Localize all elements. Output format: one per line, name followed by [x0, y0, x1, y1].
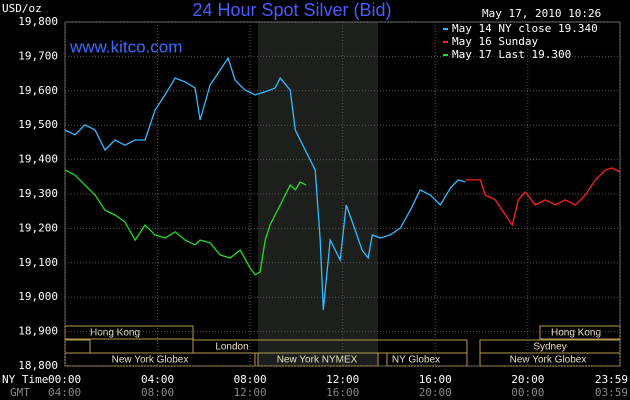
x2-tick-label: 04:00	[48, 386, 81, 399]
source-url: www.kitco.com	[69, 37, 182, 56]
x2-tick-label: 12:00	[234, 386, 267, 399]
session-label: London	[215, 342, 248, 353]
chart-title: 24 Hour Spot Silver (Bid)	[192, 0, 391, 20]
y-tick-label: 18,800	[18, 359, 58, 372]
x-tick-label: 16:00	[419, 373, 452, 386]
y-unit: USD/oz	[2, 2, 42, 15]
session-label: New York Globex	[112, 355, 189, 366]
x2-axis-label: GMT	[10, 386, 30, 399]
y-tick-label: 19,400	[18, 153, 58, 166]
x-tick-label: 04:00	[141, 373, 174, 386]
series-line	[64, 169, 307, 276]
session-box	[539, 325, 621, 340]
y-tick-label: 19,500	[18, 118, 58, 131]
legend-swatch	[443, 54, 448, 56]
y-tick-label: 19,800	[18, 15, 58, 28]
x-tick-label: 12:00	[326, 373, 359, 386]
session-label: New York Globex	[510, 355, 587, 366]
x2-tick-label: 20:00	[419, 386, 452, 399]
legend-label: May 17 Last 19.300	[452, 48, 571, 61]
legend-label: May 14 NY close 19.340	[452, 22, 598, 35]
session-label: New York NYMEX	[277, 355, 358, 366]
legend-swatch	[443, 41, 448, 43]
session-label: Hong Kong	[90, 328, 140, 339]
session-box	[64, 352, 256, 367]
y-tick-label: 19,000	[18, 290, 58, 303]
x-tick-label: 08:00	[234, 373, 267, 386]
y-tick-label: 18,900	[18, 325, 58, 338]
x2-tick-label: 16:00	[326, 386, 359, 399]
series-line	[465, 167, 621, 227]
session-label: Sydney	[533, 342, 566, 353]
y-tick-label: 19,200	[18, 221, 58, 234]
x-tick-label: 00:00	[48, 373, 81, 386]
timestamp: May 17, 2010 10:26	[482, 7, 601, 20]
x-tick-label: 20:00	[511, 373, 544, 386]
y-tick-label: 19,600	[18, 84, 58, 97]
y-tick-label: 19,700	[18, 49, 58, 62]
x2-tick-label: 00:00	[511, 386, 544, 399]
y-tick-label: 19,100	[18, 256, 58, 269]
x-tick-label: 23:59	[595, 373, 628, 386]
session-label: Hong Kong	[551, 328, 601, 339]
y-tick-label: 19,300	[18, 187, 58, 200]
session-label: NY Globex	[392, 355, 440, 366]
x2-tick-label: 08:00	[141, 386, 174, 399]
series-line	[64, 56, 466, 310]
session-box	[64, 339, 91, 354]
legend-swatch	[443, 28, 448, 30]
legend-label: May 16 Sunday	[452, 35, 538, 48]
session-box	[386, 352, 468, 367]
session-box	[64, 325, 194, 340]
x-axis-label: NY Time	[2, 373, 48, 386]
session-box	[479, 352, 621, 367]
x2-tick-label: 03:59	[595, 386, 628, 399]
